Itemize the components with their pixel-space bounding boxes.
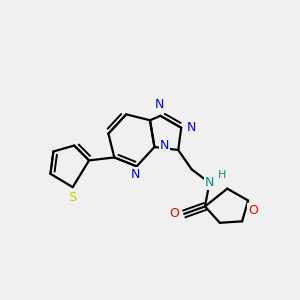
Text: N: N (155, 98, 164, 111)
Text: N: N (160, 139, 169, 152)
Text: O: O (248, 204, 258, 217)
Text: N: N (130, 168, 140, 181)
Text: S: S (68, 191, 77, 204)
Text: N: N (205, 176, 214, 189)
Text: H: H (218, 170, 226, 180)
Text: N: N (187, 121, 196, 134)
Text: O: O (169, 207, 179, 220)
